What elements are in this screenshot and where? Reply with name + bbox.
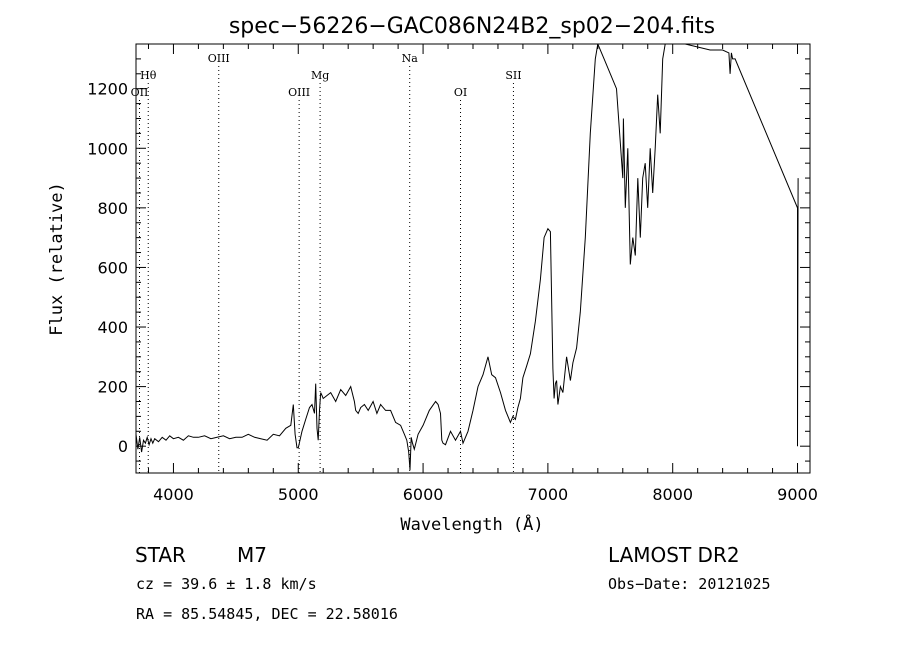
x-tick-label: 5000 [278, 485, 319, 504]
survey-name: LAMOST DR2 [608, 543, 740, 567]
y-tick-label: 1200 [87, 80, 128, 99]
line-marker-label: SII [505, 69, 521, 82]
x-tick-label: 6000 [403, 485, 444, 504]
line-marker-label: Mg [311, 69, 329, 82]
x-tick-label: 4000 [153, 485, 194, 504]
redshift-text: cz = 39.6 ± 1.8 km/s [136, 575, 317, 593]
x-tick-label: 9000 [777, 485, 818, 504]
obs-date: Obs−Date: 20121025 [608, 575, 771, 593]
line-marker-label: OIII [208, 52, 230, 65]
object-class: STAR [135, 543, 186, 567]
y-tick-label: 400 [97, 318, 128, 337]
axis-ticks: 4000 5000 6000 7000 8000 9000 0 200 400 600 800 100… [87, 44, 818, 504]
line-marker-label: OII [131, 86, 149, 99]
line-marker-label: OI [454, 86, 467, 99]
line-marker-label: Hθ [140, 69, 157, 82]
y-axis-label: Flux (relative) [47, 182, 67, 336]
chart-title: spec−56226−GAC086N24B2_sp02−204.fits [229, 14, 715, 39]
y-tick-label: 200 [97, 378, 128, 397]
y-tick-label: 600 [97, 258, 128, 277]
line-marker-label: Na [402, 52, 419, 65]
y-tick-label: 1000 [87, 139, 128, 158]
spectrum-line [136, 44, 799, 471]
x-axis-label: Wavelength (Å) [400, 513, 543, 535]
x-tick-label: 8000 [652, 485, 693, 504]
object-subclass: M7 [237, 543, 267, 567]
y-tick-label: 0 [118, 437, 128, 456]
x-tick-label: 7000 [528, 485, 569, 504]
coordinates: RA = 85.54845, DEC = 22.58016 [136, 605, 398, 623]
y-tick-label: 800 [97, 199, 128, 218]
line-marker-label: OIII [288, 86, 310, 99]
series-layer [136, 44, 799, 471]
